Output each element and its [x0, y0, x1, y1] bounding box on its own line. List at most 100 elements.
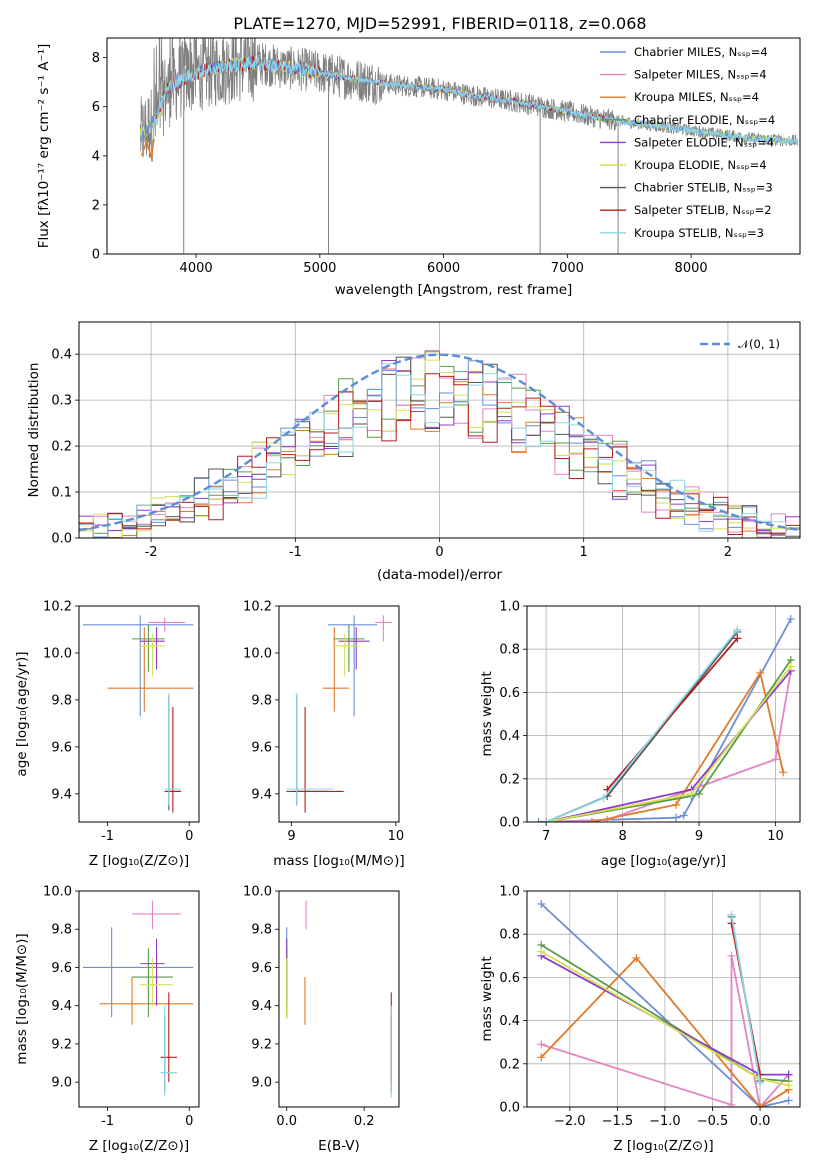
y-tick-label: 0.6 [499, 686, 520, 701]
mass_vs_Z-axes: -1 0 9.0 9.2 9.4 9.6 9.8 10.0 [43, 885, 200, 1129]
x-tick-label: 6000 [427, 261, 460, 276]
mass_vs_ebv-frame [278, 890, 400, 1108]
y-tick-label: 0.1 [51, 486, 72, 501]
legend-entry: Kroupa STELIB, Nₛₛₚ=3 [634, 226, 764, 240]
weight_vs_age-frame [526, 605, 801, 823]
x-tick-label: 10 [388, 829, 405, 844]
weight-line [540, 956, 790, 1107]
model-spectrum [152, 56, 798, 145]
weight-marker [733, 625, 742, 634]
spectrum-ylabel: Flux [fλ10⁻¹⁷ erg cm⁻² s⁻¹ A⁻¹] [36, 44, 52, 249]
observed-spectrum [140, 38, 798, 163]
y-tick-label: 0 [92, 248, 100, 263]
x-tick-label: 0 [435, 545, 443, 560]
weight-marker [779, 768, 788, 777]
weight-marker [784, 1070, 793, 1079]
weight_vs_age-lines [534, 614, 795, 822]
y-tick-label: 9.0 [251, 1076, 272, 1091]
y-tick-label: 6 [92, 100, 100, 115]
y-tick-label: 0.3 [51, 394, 72, 409]
y-tick-label: 10.0 [43, 646, 72, 661]
age_vs_Z-ylabel: age [log₁₀(age/yr)] [14, 651, 30, 776]
weight-marker [756, 668, 765, 677]
weight-marker [534, 818, 543, 822]
weight-marker [756, 1070, 765, 1079]
weight-marker [727, 1100, 736, 1107]
y-tick-label: 9.2 [51, 1037, 72, 1052]
weight-marker [784, 1081, 793, 1090]
histogram-7 [79, 373, 800, 538]
weight_vs_age-xlabel: age [log₁₀(age/yr)] [601, 853, 726, 869]
weight-marker [537, 1040, 546, 1049]
y-tick-label: 9.8 [51, 923, 72, 938]
weight-marker [695, 789, 704, 798]
weight-marker [588, 818, 596, 822]
weight-marker [599, 794, 608, 803]
weight-marker [784, 1096, 793, 1105]
model-spectrum-blue-end [140, 138, 155, 159]
legend-entry: Chabrier STELIB, Nₛₛₚ=3 [634, 181, 773, 195]
weight-marker [756, 1079, 765, 1088]
y-tick-label: 4 [92, 149, 100, 164]
y-tick-label: 0.2 [499, 772, 520, 787]
age_vs_mass-axes: 9 10 9.4 9.6 9.8 10.0 10.2 [243, 600, 404, 845]
x-tick-label: 0 [185, 829, 193, 844]
residuals-frame [78, 321, 801, 539]
x-tick-label: 1 [580, 545, 588, 560]
y-tick-label: 9.6 [251, 961, 272, 976]
x-tick-label: -1 [101, 829, 114, 844]
y-tick-label: 1.0 [499, 600, 520, 615]
y-tick-label: 9.6 [51, 961, 72, 976]
weight-marker [733, 634, 742, 643]
figure-title: PLATE=1270, MJD=52991, FIBERID=0118, z=0… [233, 14, 646, 33]
weight_vs_Z-frame [526, 890, 801, 1108]
weight-marker [756, 1103, 765, 1107]
x-tick-label: -1 [289, 545, 302, 560]
weight-line [730, 914, 761, 1084]
legend-entry: Salpeter ELODIE, Nₛₛₚ=4 [634, 135, 774, 149]
weight-marker [687, 789, 696, 798]
residuals-axes: -2 -1 0 1 2 0.0 0.1 0.2 0.3 0.4 [51, 321, 801, 560]
x-tick-label: −1.5 [602, 1114, 634, 1129]
y-tick-label: 9.0 [51, 1076, 72, 1091]
x-tick-label: 0.0 [276, 1114, 297, 1129]
y-tick-label: 0.8 [499, 643, 520, 658]
y-tick-label: 0.4 [499, 1014, 520, 1029]
weight-marker [786, 662, 795, 671]
x-tick-label: −2.0 [554, 1114, 586, 1129]
x-tick-label: 10 [767, 829, 784, 844]
weight_vs_Z-axes: −2.0 −1.5 −1.0 −0.5 0.0 0.0 0.2 0.4 0.6 0.8 1.0 [499, 885, 801, 1129]
x-tick-label: -2 [145, 545, 158, 560]
spectrum-frame [106, 37, 801, 255]
y-tick-label: 10.2 [243, 600, 272, 615]
weight_vs_age-axes: 7 8 9 10 0.0 0.2 0.4 0.6 0.8 1.0 [499, 600, 801, 844]
x-tick-label: 8000 [675, 261, 708, 276]
y-tick-label: 0.0 [499, 816, 520, 831]
legend-entry: Chabrier ELODIE, Nₛₛₚ=4 [634, 113, 775, 127]
spectrum-xlabel: wavelength [Angstrom, rest frame] [335, 282, 573, 298]
y-tick-label: 0.4 [499, 729, 520, 744]
mass_vs_Z-frame [78, 890, 200, 1108]
weight_vs_Z-ylabel: mass weight [479, 956, 495, 1041]
age_vs_Z-frame [78, 605, 200, 823]
y-tick-label: 9.2 [251, 1037, 272, 1052]
y-tick-label: 0.4 [51, 348, 72, 363]
y-tick-label: 10.0 [243, 885, 272, 900]
normal-curve [79, 353, 800, 532]
y-tick-label: 10.0 [243, 646, 272, 661]
weight-line [606, 637, 738, 791]
weight-marker [727, 910, 736, 919]
weight-marker [727, 951, 736, 960]
weight-marker [542, 818, 551, 822]
legend-entry: Kroupa MILES, Nₛₛₚ=4 [634, 90, 759, 104]
x-tick-label: 9 [287, 829, 295, 844]
mass_vs_ebv-axes: 0.0 0.2 9.0 9.2 9.4 9.6 9.8 10.0 [243, 885, 400, 1129]
histogram-3 [92, 351, 800, 538]
y-tick-label: 0.8 [499, 928, 520, 943]
x-tick-label: 7 [542, 829, 550, 844]
weight-marker [537, 947, 546, 956]
x-tick-label: -1 [101, 1114, 114, 1129]
y-tick-label: 2 [92, 198, 100, 213]
age_vs_Z-axes: -1 0 9.4 9.6 9.8 10.0 10.2 [43, 600, 200, 844]
